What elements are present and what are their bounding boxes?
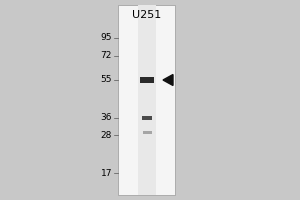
Text: 36: 36 xyxy=(100,114,112,122)
Polygon shape xyxy=(163,74,173,86)
Bar xyxy=(138,5,156,195)
Text: 72: 72 xyxy=(100,51,112,60)
Text: 28: 28 xyxy=(100,130,112,140)
Bar xyxy=(142,116,152,120)
Text: U251: U251 xyxy=(132,10,162,20)
Bar xyxy=(118,5,175,195)
Bar xyxy=(140,77,154,83)
Text: 55: 55 xyxy=(100,75,112,84)
Bar xyxy=(142,130,152,134)
Text: 95: 95 xyxy=(100,33,112,43)
Text: 17: 17 xyxy=(100,168,112,178)
